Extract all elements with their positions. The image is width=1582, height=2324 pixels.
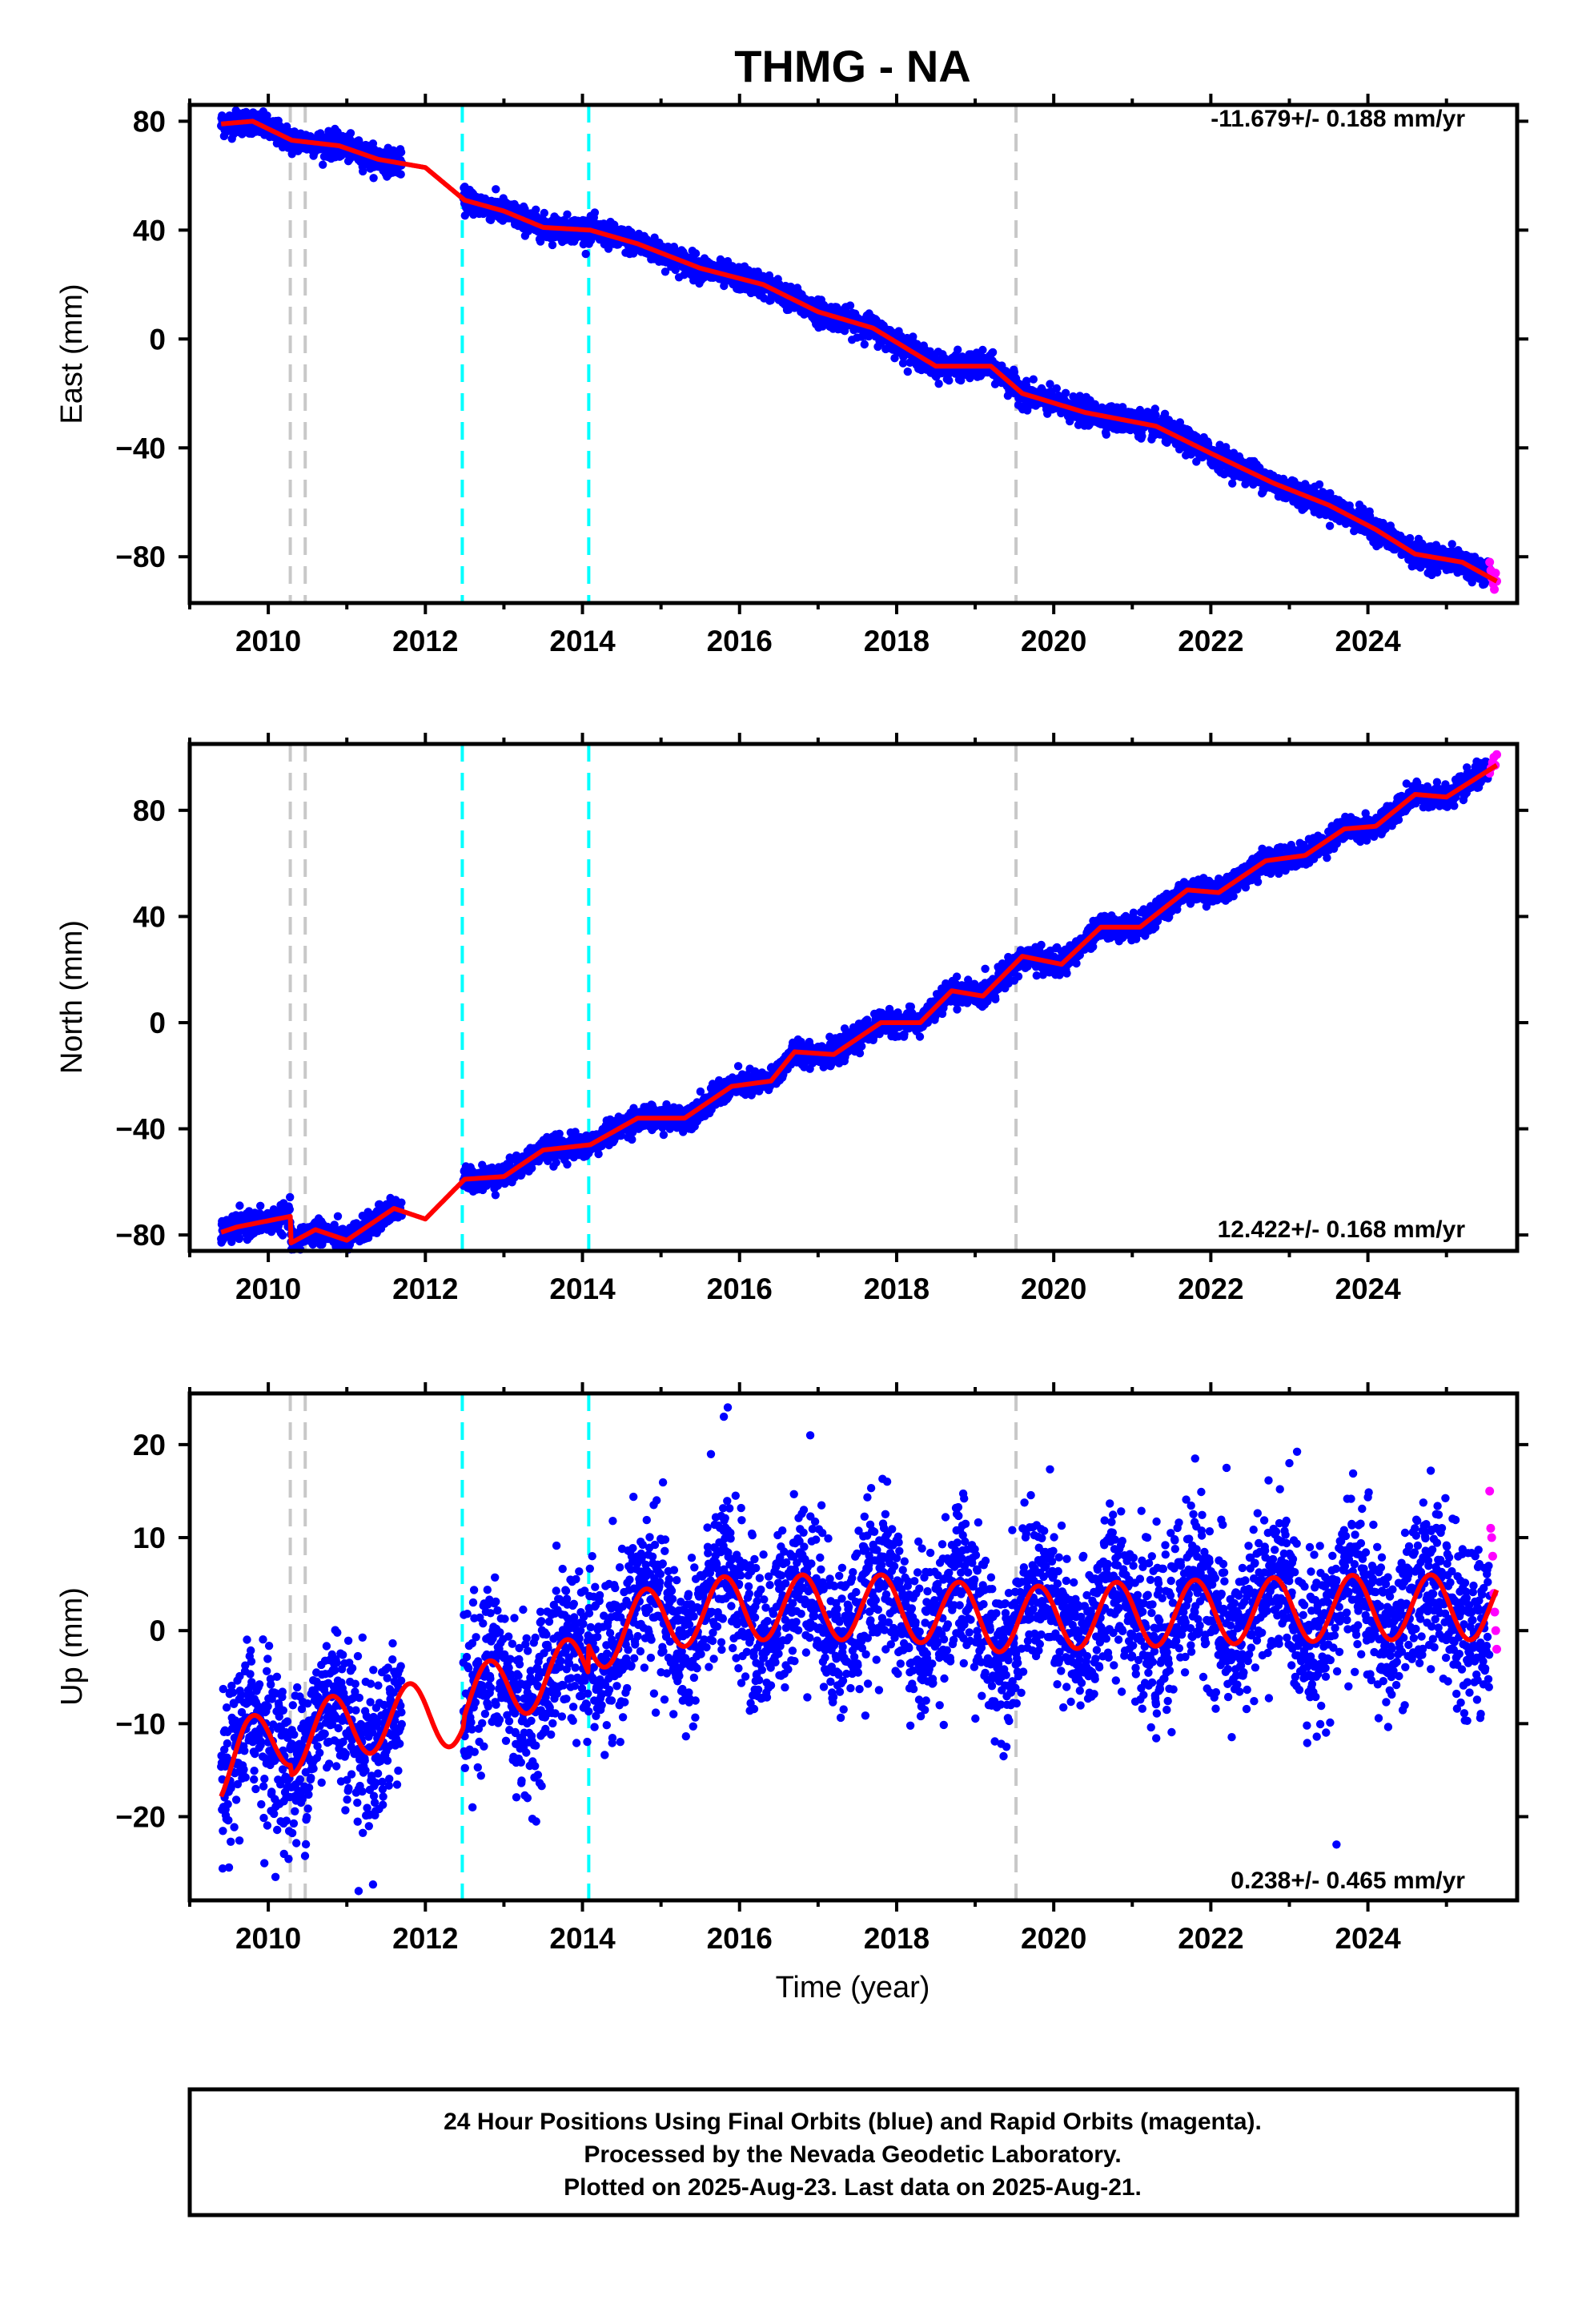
- y-tick-label: −40: [115, 432, 166, 464]
- y-tick-label: 80: [133, 105, 166, 138]
- final-orbit-point: [1138, 432, 1146, 440]
- final-orbit-point: [396, 170, 405, 179]
- final-orbit-point: [590, 208, 600, 217]
- x-tick-label: 2018: [864, 625, 930, 657]
- chart-title: THMG - NA: [734, 41, 971, 91]
- final-orbit-point: [369, 174, 378, 183]
- final-orbit-point: [1325, 521, 1335, 530]
- rapid-orbit-point: [1485, 557, 1495, 567]
- final-orbit-point: [1315, 480, 1324, 489]
- y-tick-label: −80: [115, 541, 166, 573]
- final-orbit-point: [256, 1201, 265, 1211]
- x-tick-label: 2010: [235, 625, 301, 657]
- final-orbit-point: [491, 1191, 500, 1200]
- final-orbit-point: [333, 1212, 343, 1221]
- final-orbit-point: [988, 348, 998, 357]
- final-orbit-point: [319, 160, 327, 169]
- final-orbit-point: [540, 208, 548, 218]
- panel-north-plot-background: [190, 744, 1517, 1251]
- final-orbit-point: [1061, 388, 1070, 397]
- final-orbit-point: [397, 1198, 406, 1207]
- final-orbit-point: [235, 1233, 244, 1243]
- final-orbit-point: [903, 367, 913, 376]
- final-orbit-point: [548, 240, 557, 250]
- final-orbit-point: [845, 301, 855, 310]
- final-orbit-point: [934, 380, 943, 388]
- final-orbit-point: [563, 210, 572, 219]
- rapid-orbit-point: [1490, 585, 1500, 594]
- final-orbit-point: [492, 185, 500, 194]
- panel-east-plot-background: [190, 105, 1517, 603]
- x-tick-label: 2016: [707, 625, 773, 657]
- final-orbit-point: [285, 1205, 294, 1214]
- final-orbit-point: [691, 249, 701, 258]
- final-orbit-point: [278, 1231, 287, 1240]
- panel-east: 80 40 0 −40 −80 2010 2012 2014 2016 2018 2020 2022…: [55, 94, 1528, 657]
- final-orbit-point: [359, 167, 367, 176]
- final-orbit-point: [1228, 479, 1237, 488]
- y-tick-label: 40: [133, 214, 166, 247]
- final-orbit-point: [860, 340, 869, 349]
- final-orbit-point: [235, 1201, 244, 1210]
- panel-east-ylabel: East (mm): [55, 283, 89, 424]
- x-tick-label: 2022: [1178, 625, 1243, 657]
- final-orbit-point: [581, 249, 590, 259]
- final-orbit-point: [1052, 384, 1062, 393]
- final-orbit-point: [286, 1192, 295, 1202]
- final-orbit-point: [263, 111, 271, 120]
- final-orbit-point: [945, 376, 954, 385]
- panel-east-rate-label: -11.679+/- 0.188 mm/yr: [1211, 106, 1465, 132]
- final-orbit-point: [346, 129, 355, 138]
- final-orbit-point: [978, 345, 987, 355]
- x-tick-label: 2020: [1021, 625, 1086, 657]
- final-orbit-point: [396, 147, 406, 157]
- x-tick-label: 2014: [549, 625, 616, 657]
- final-orbit-point: [1447, 540, 1456, 549]
- final-orbit-point: [1102, 430, 1111, 439]
- panel-east-offset-lines: [288, 105, 1018, 603]
- final-orbit-point: [954, 345, 962, 354]
- x-tick-label: 2024: [1335, 625, 1401, 657]
- x-tick-label: 2012: [392, 625, 458, 657]
- y-tick-label: 0: [149, 323, 166, 356]
- final-orbit-point: [1029, 375, 1038, 384]
